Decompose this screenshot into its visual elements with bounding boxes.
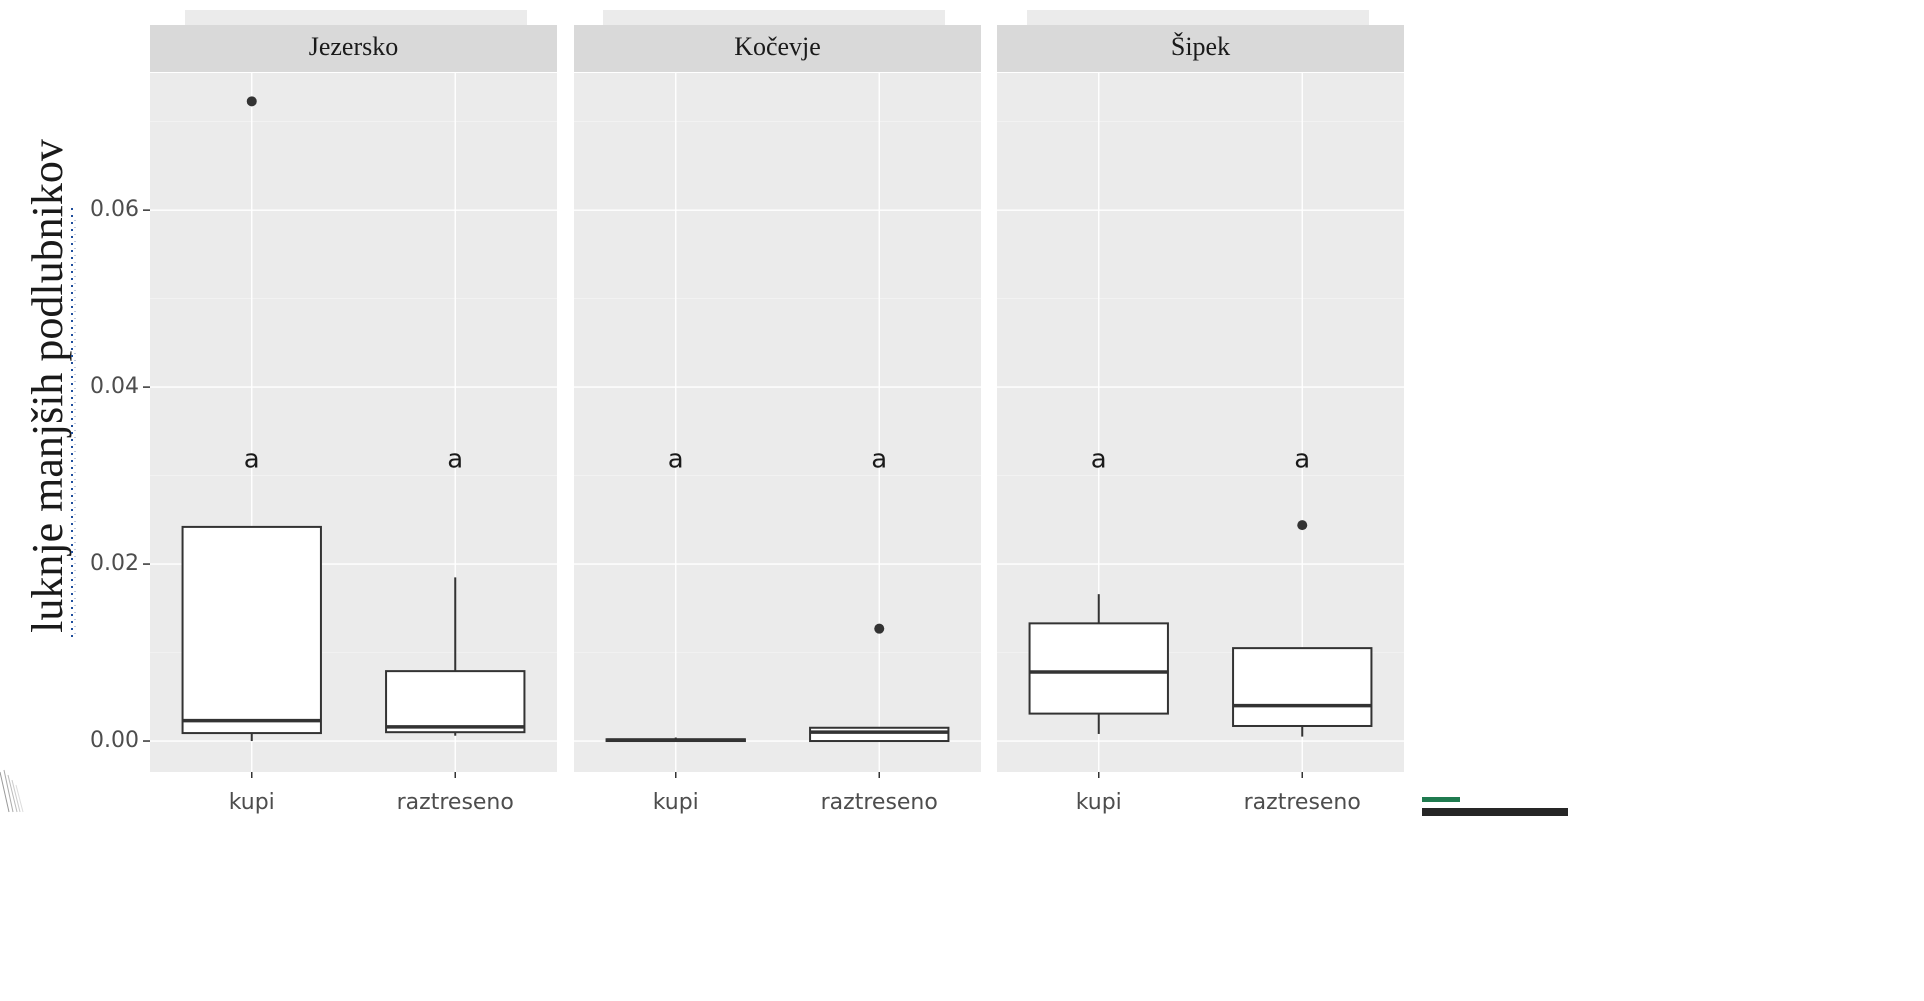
strip-tab [185,10,527,26]
significance-letter: a [871,445,887,475]
outlier-point [874,623,885,634]
strip-tab [603,10,945,26]
x-tick-label-kupi: kupi [1076,790,1122,815]
x-tick-label-raztreseno: raztreseno [397,790,514,815]
x-tick-label-raztreseno: raztreseno [1244,790,1361,815]
panel-background [574,73,981,772]
facet-panel-jezersko: Jezersko a a kupi raztreseno [150,10,557,815]
iqr-box [181,525,322,735]
facet-panel-kocevje: Kočevje a a kupi raztreseno [574,10,981,815]
boxplot-kupi: a [605,445,746,743]
facet-title: Šipek [1171,32,1230,61]
x-tick-label-raztreseno: raztreseno [821,790,938,815]
boxplot-kupi: a [1028,445,1169,734]
y-tick-label: 0.02 [90,551,139,576]
significance-letter: a [244,445,260,475]
facet-title: Kočevje [734,32,821,61]
y-tick-label: 0.04 [90,374,139,399]
facet-panel-sipek: Šipek a a kupi raztreseno [997,10,1404,815]
strip-tab [1027,10,1369,26]
y-axis-title: luknje manjših podlubnikov [23,139,72,633]
boxplot-raztreseno: a [809,445,950,743]
significance-letter: a [668,445,684,475]
x-tick-label-kupi: kupi [653,790,699,815]
boxplot-figure: Jezersko a a kupi raztreseno Kočevje a a kupi raz… [0,10,1568,816]
boxplot-raztreseno: a [385,445,526,736]
iqr-box [1232,647,1373,727]
iqr-box [1028,622,1169,715]
dark-accent-bar [1422,808,1568,816]
outlier-point [246,96,257,107]
y-tick-label: 0.06 [90,197,139,222]
y-axis: 0.00 0.02 0.04 0.06 [90,197,150,753]
facet-title: Jezersko [309,32,399,61]
iqr-box [385,670,526,734]
outlier-point [1297,520,1308,531]
significance-letter: a [447,445,463,475]
significance-letter: a [1294,445,1310,475]
panels-layer: Jezersko a a kupi raztreseno Kočevje a a kupi raz… [150,10,1404,815]
boxplot-raztreseno: a [1232,445,1373,737]
y-tick-label: 0.00 [90,728,139,753]
significance-letter: a [1091,445,1107,475]
facet-strip [574,25,981,72]
facet-strip [150,25,557,72]
corner-decoration-left [0,769,24,813]
facet-strip [997,25,1404,72]
iqr-box [809,726,950,743]
x-tick-label-kupi: kupi [229,790,275,815]
boxplot-kupi: a [181,96,322,742]
green-accent-bar [1422,797,1460,802]
